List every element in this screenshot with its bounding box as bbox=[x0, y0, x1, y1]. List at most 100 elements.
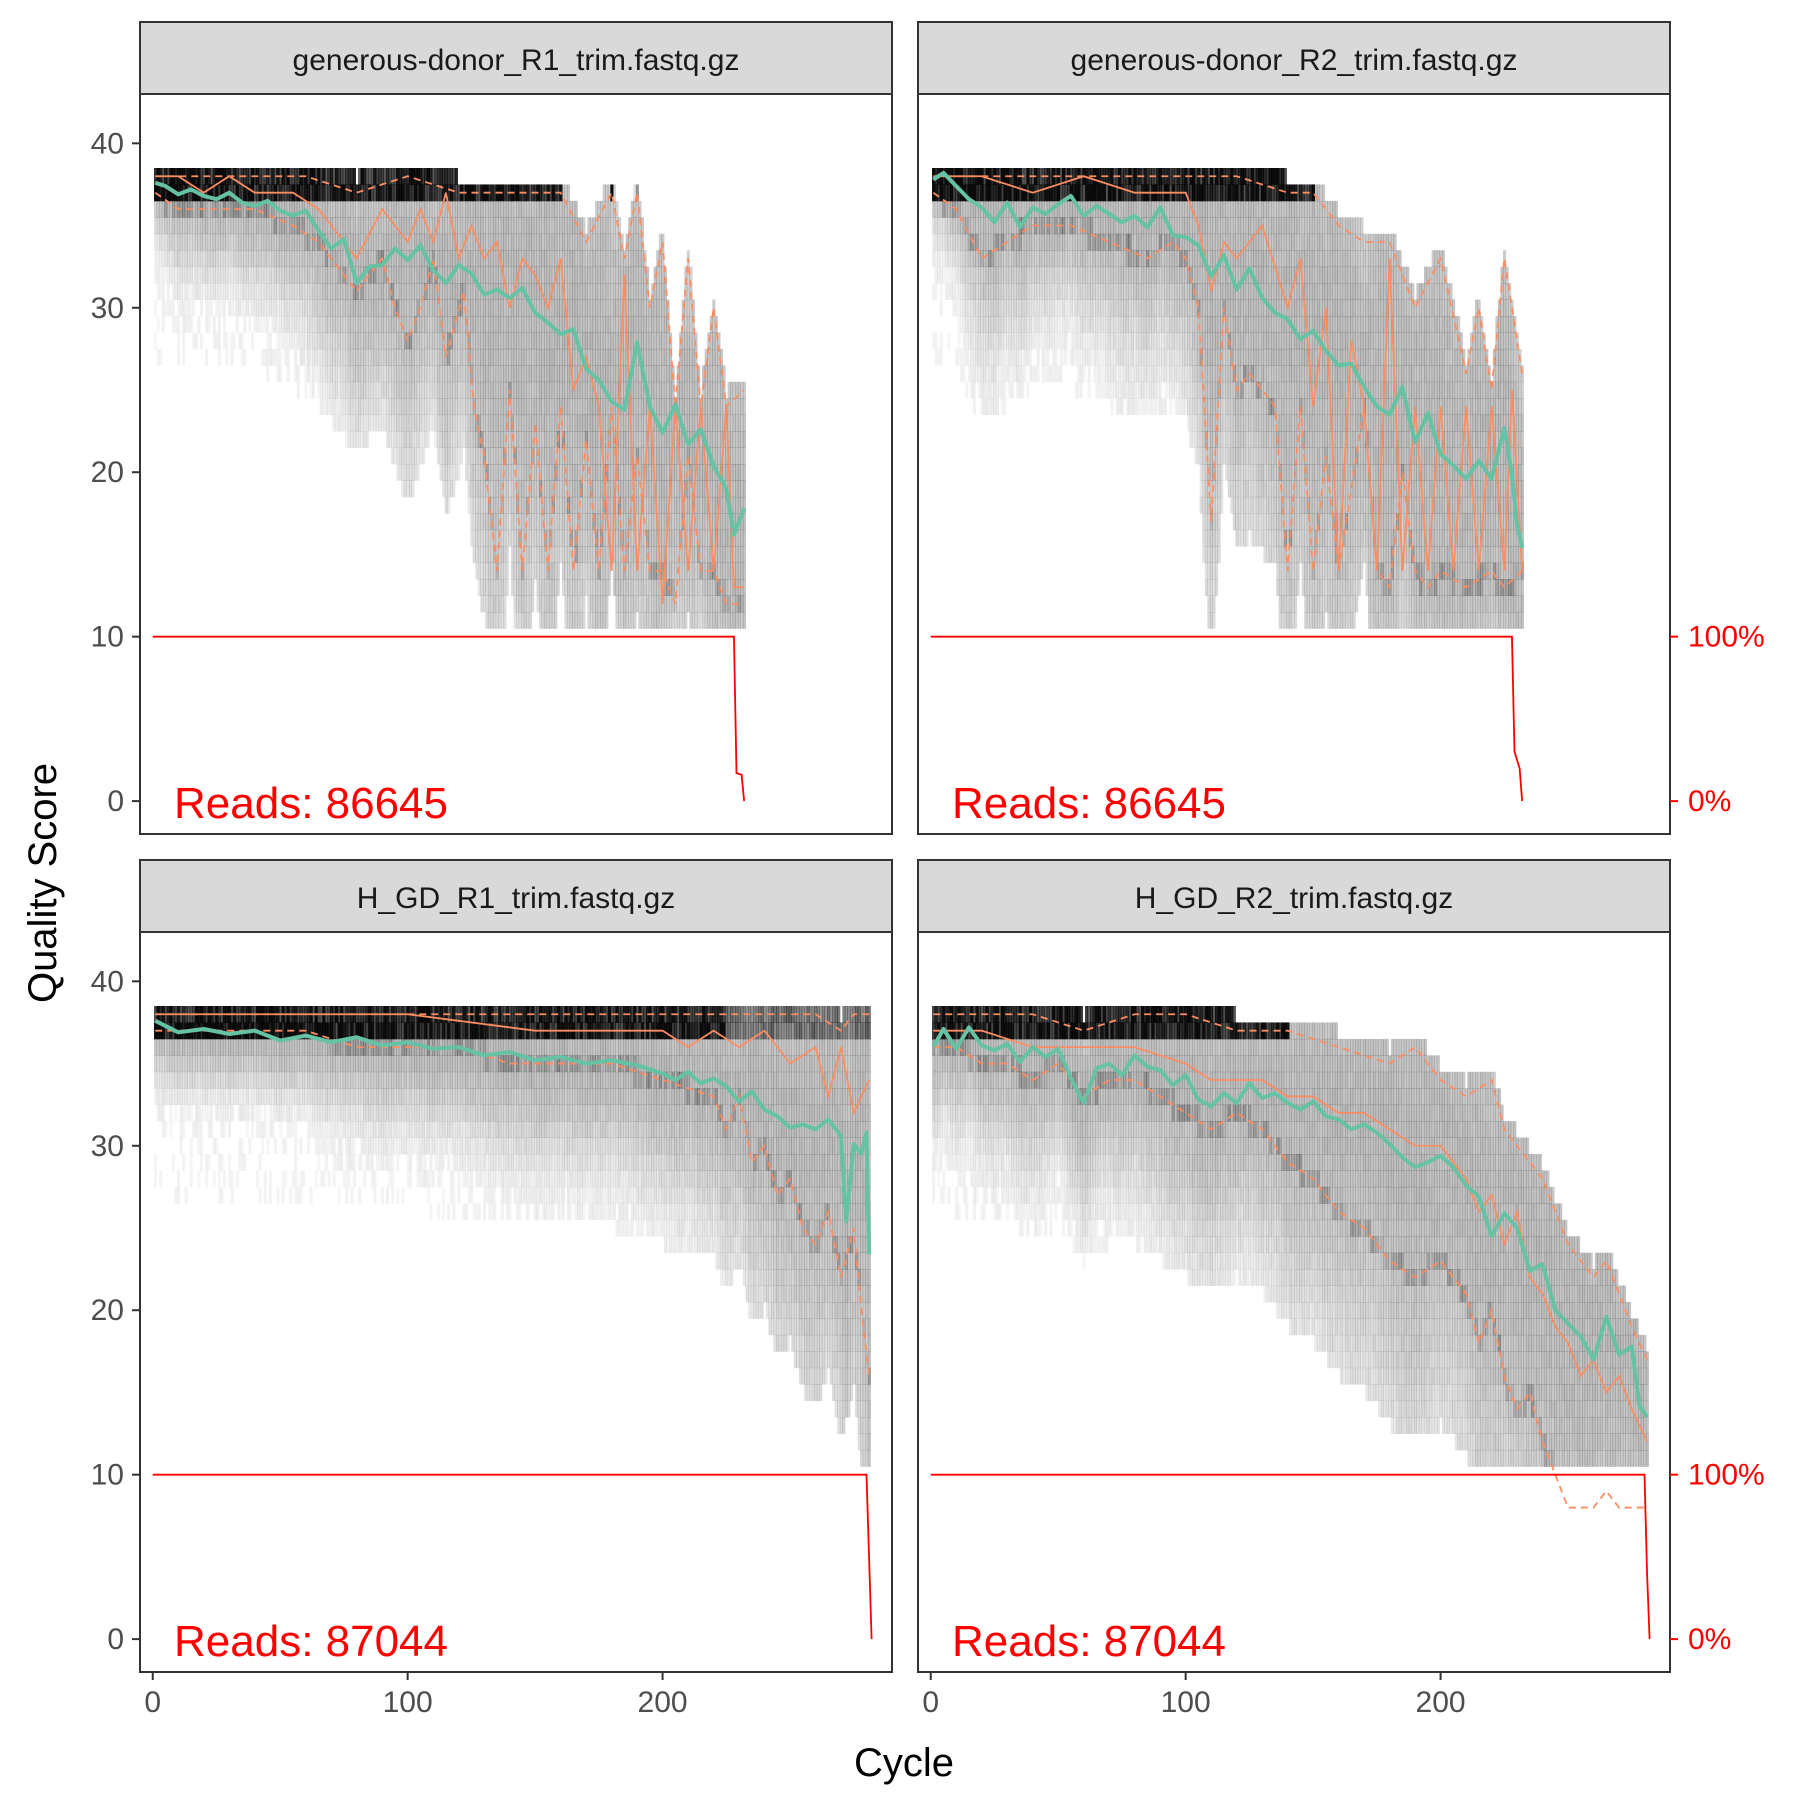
panel-1-heatmap-cell bbox=[521, 217, 525, 235]
panel-1-heatmap-cell bbox=[643, 348, 647, 366]
panel-1-heatmap-cell bbox=[337, 365, 341, 383]
panel-1-heatmap-cell bbox=[508, 464, 512, 481]
panel-1-heatmap-cell bbox=[465, 447, 469, 465]
panel-1-heatmap-cell bbox=[536, 250, 540, 268]
panel-1-heatmap-cell bbox=[597, 414, 601, 432]
panel-1-heatmap-cell bbox=[646, 612, 650, 629]
panel-1-heatmap-cell bbox=[544, 595, 548, 613]
panel-1-heatmap-cell bbox=[551, 480, 555, 498]
panel-1-heatmap-cell bbox=[569, 398, 573, 416]
panel-1-heatmap-cell bbox=[238, 332, 242, 350]
panel-1-heatmap-cell bbox=[572, 250, 576, 268]
panel-1-heatmap-cell bbox=[220, 233, 224, 251]
panel-1-heatmap-cell bbox=[668, 414, 673, 432]
panel-1-heatmap-cell bbox=[516, 579, 520, 596]
panel-1-heatmap-cell bbox=[215, 184, 219, 202]
panel-1-heatmap-cell bbox=[442, 431, 446, 448]
panel-1-heatmap-cell bbox=[447, 464, 451, 481]
panel-1-heatmap-cell bbox=[510, 250, 515, 268]
panel-1-heatmap-cell bbox=[388, 233, 392, 251]
panel-1-heatmap-cell bbox=[656, 250, 660, 268]
panel-1-heatmap-cell bbox=[393, 266, 397, 284]
panel-1-heatmap-cell bbox=[452, 299, 456, 317]
panel-1-heatmap-cell bbox=[617, 546, 622, 564]
panel-1-heatmap-cell bbox=[574, 283, 578, 300]
panel-1-heatmap-cell bbox=[526, 332, 530, 350]
panel-1-heatmap-cell bbox=[347, 316, 351, 333]
panel-1-heatmap-cell bbox=[643, 283, 647, 300]
panel-1-heatmap-cell bbox=[442, 168, 446, 185]
panel-1-heatmap-cell bbox=[490, 381, 494, 399]
panel-1-heatmap-cell bbox=[391, 316, 395, 333]
panel-1-heatmap-cell bbox=[518, 365, 522, 383]
panel-1-heatmap-cell bbox=[658, 283, 662, 300]
panel-1-heatmap-cell bbox=[462, 348, 466, 366]
panel-1-heatmap-cell bbox=[671, 562, 675, 580]
panel-1-heatmap-cell bbox=[597, 200, 601, 218]
panel-1-heatmap-cell bbox=[638, 431, 642, 448]
panel-1-heatmap-cell bbox=[574, 595, 578, 613]
panel-1-heatmap-cell bbox=[271, 168, 275, 185]
panel-1-heatmap-cell bbox=[518, 513, 522, 531]
panel-1-heatmap-cell bbox=[419, 250, 423, 268]
panel-1-heatmap-cell bbox=[549, 299, 553, 317]
panel-1-heatmap-cell bbox=[340, 184, 344, 202]
panel-1-heatmap-cell bbox=[475, 513, 479, 531]
panel-1-heatmap-cell bbox=[368, 283, 372, 300]
panel-1-heatmap-cell bbox=[375, 365, 379, 383]
panel-1-heatmap-cell bbox=[421, 365, 425, 383]
panel-1-heatmap-cell bbox=[309, 217, 313, 235]
panel-1-heatmap-cell bbox=[554, 316, 558, 333]
panel-1-heatmap-cell bbox=[467, 365, 471, 383]
panel-1-heatmap-cell bbox=[623, 579, 627, 596]
panel-1-heatmap-cell bbox=[625, 579, 629, 596]
panel-1-heatmap-cell bbox=[686, 496, 690, 514]
panel-1-heatmap-cell bbox=[421, 266, 425, 284]
panel-1-heatmap-cell bbox=[447, 217, 451, 235]
panel-1-heatmap-cell bbox=[403, 283, 407, 300]
panel-1-heatmap-cell bbox=[582, 316, 586, 333]
panel-1-heatmap-cell bbox=[350, 431, 354, 448]
panel-1-heatmap-cell bbox=[289, 200, 293, 218]
panel-1-heatmap-cell bbox=[329, 168, 334, 185]
panel-1-heatmap-cell bbox=[554, 562, 558, 580]
panel-1-heatmap-cell bbox=[273, 266, 277, 284]
panel-1-heatmap-cell bbox=[531, 480, 535, 498]
panel-1-heatmap-cell bbox=[625, 513, 629, 531]
panel-1-heatmap-cell bbox=[426, 184, 430, 202]
panel-1-heatmap-cell bbox=[470, 250, 474, 268]
panel-1-heatmap-cell bbox=[187, 316, 191, 333]
panel-1-heatmap-cell bbox=[602, 332, 606, 350]
panel-1-heatmap-cell bbox=[217, 316, 221, 333]
panel-1-heatmap-cell bbox=[398, 217, 402, 235]
panel-1-heatmap-cell bbox=[266, 200, 270, 218]
panel-1-heatmap-cell bbox=[526, 414, 530, 432]
panel-1-heatmap-cell bbox=[416, 414, 420, 432]
panel-1-heatmap-cell bbox=[477, 464, 481, 481]
panel-1-heatmap-cell bbox=[350, 250, 354, 268]
panel-1-heatmap-cell bbox=[625, 250, 629, 268]
panel-1-heatmap-cell bbox=[189, 168, 193, 185]
panel-1-heatmap-cell bbox=[521, 579, 525, 596]
panel-1-heatmap-cell bbox=[345, 266, 349, 284]
panel-1-heatmap-cell bbox=[612, 381, 617, 399]
panel-1-heatmap-cell bbox=[521, 348, 525, 366]
panel-1-heatmap-cell bbox=[477, 316, 481, 333]
panel-1-heatmap-cell bbox=[301, 348, 306, 366]
panel-1-heatmap-cell bbox=[414, 266, 418, 284]
panel-1-heatmap-cell bbox=[378, 250, 382, 268]
panel-1-heatmap-cell bbox=[477, 250, 481, 268]
panel-1-heatmap-cell bbox=[495, 431, 499, 448]
panel-1-heatmap-cell bbox=[337, 266, 341, 284]
panel-1-heatmap-cell bbox=[533, 332, 537, 350]
panel-1-heatmap-cell bbox=[363, 283, 367, 300]
panel-1-heatmap-cell bbox=[294, 266, 298, 284]
panel-1-heatmap-cell bbox=[498, 332, 502, 350]
panel-1-heatmap-cell bbox=[500, 595, 504, 613]
panel-1-heatmap-cell bbox=[373, 283, 377, 300]
panel-1-heatmap-cell bbox=[357, 299, 362, 317]
panel-1-heatmap-cell bbox=[457, 365, 461, 383]
panel-1-heatmap-cell bbox=[564, 250, 568, 268]
panel-1-heatmap-cell bbox=[592, 480, 596, 498]
panel-1-heatmap-cell bbox=[426, 299, 430, 317]
